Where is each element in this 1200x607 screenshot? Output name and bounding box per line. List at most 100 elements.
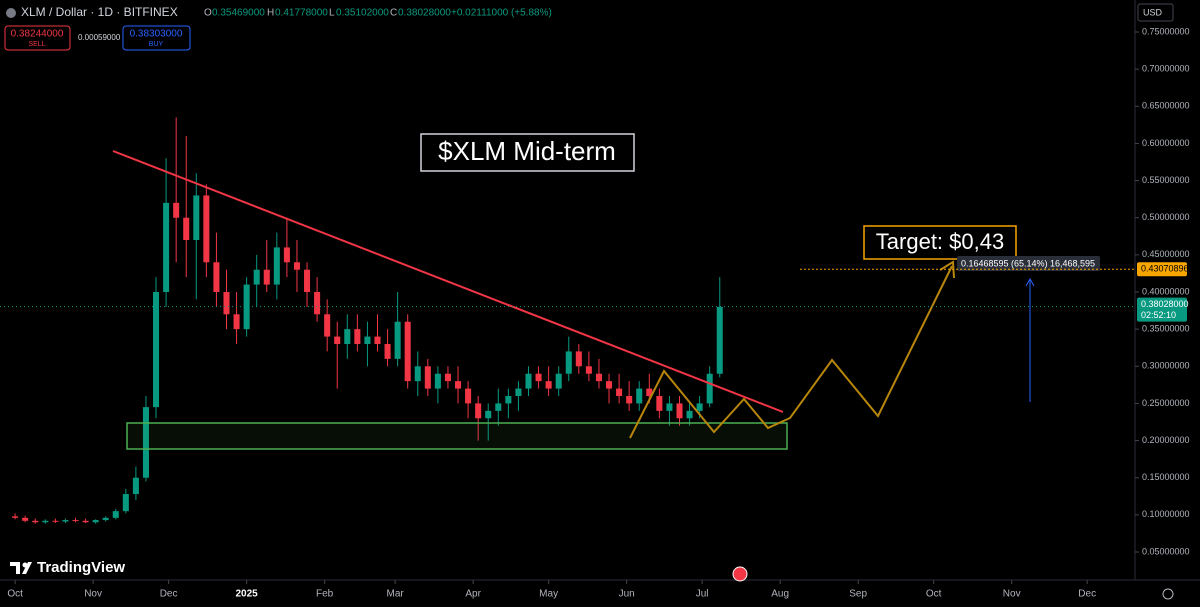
candles bbox=[12, 117, 723, 524]
candle-body bbox=[434, 373, 441, 389]
y-tick-label: 0.70000000 bbox=[1142, 64, 1190, 74]
candle-body bbox=[173, 202, 180, 218]
x-tick-label: 2025 bbox=[236, 589, 259, 600]
candle-body bbox=[585, 366, 592, 374]
candle-body bbox=[22, 517, 29, 521]
h-value: 0.41778000 bbox=[275, 8, 328, 19]
candle-body bbox=[394, 321, 401, 359]
candle-body bbox=[364, 336, 371, 344]
candle-body bbox=[505, 396, 512, 404]
candle-body bbox=[142, 407, 149, 478]
countdown: 02:52:10 bbox=[1141, 310, 1176, 320]
candle-body bbox=[32, 520, 39, 523]
y-tick-label: 0.45000000 bbox=[1142, 249, 1190, 259]
trendline bbox=[112, 150, 784, 413]
sell-button[interactable] bbox=[4, 25, 71, 51]
candle-body bbox=[304, 269, 311, 292]
projection-arrowhead bbox=[939, 260, 955, 279]
candle-body bbox=[354, 329, 361, 344]
candle-body bbox=[424, 366, 431, 389]
candle-body bbox=[545, 381, 552, 389]
candle-body bbox=[646, 388, 653, 396]
y-tick-label: 0.20000000 bbox=[1142, 435, 1190, 445]
y-tick-label: 0.10000000 bbox=[1142, 509, 1190, 519]
candle-body bbox=[52, 520, 59, 522]
candle-body bbox=[163, 202, 170, 292]
candle-body bbox=[525, 373, 532, 389]
currency: USD bbox=[1143, 7, 1163, 17]
x-tick-label: Mar bbox=[386, 589, 404, 600]
o-value: 0.35469000 bbox=[212, 8, 265, 19]
candle-body bbox=[666, 403, 673, 411]
candle-body bbox=[465, 388, 472, 404]
h-label: H bbox=[267, 8, 274, 19]
measure-label: 0.16468595 (65.14%) 16,468,595 bbox=[961, 258, 1095, 268]
settings-icon[interactable] bbox=[1162, 588, 1174, 600]
support-box bbox=[126, 422, 788, 450]
y-tick-label: 0.55000000 bbox=[1142, 175, 1190, 185]
c-label: C bbox=[390, 8, 397, 19]
projection-path bbox=[629, 265, 953, 439]
candle-body bbox=[82, 520, 89, 523]
candle-body bbox=[565, 351, 572, 374]
candle-body bbox=[696, 403, 703, 411]
y-tick-label: 0.75000000 bbox=[1142, 26, 1190, 36]
buy-price: 0.38303000 bbox=[130, 29, 183, 40]
candle-body bbox=[233, 314, 240, 330]
candle-body bbox=[414, 366, 421, 382]
logo-dot bbox=[22, 562, 28, 568]
candle-body bbox=[595, 373, 602, 382]
y-tick-label: 0.65000000 bbox=[1142, 101, 1190, 111]
candle-body bbox=[132, 477, 139, 495]
c-value: 0.38028000 bbox=[398, 8, 451, 19]
title-box bbox=[420, 133, 635, 172]
candle-body bbox=[636, 388, 643, 404]
buy-button[interactable] bbox=[122, 25, 191, 51]
candle-body bbox=[485, 410, 492, 419]
candle-body bbox=[374, 336, 381, 344]
candle-body bbox=[223, 292, 230, 315]
candle-body bbox=[706, 373, 713, 404]
target-label: Target: $0,43 bbox=[876, 229, 1004, 254]
candle-body bbox=[213, 262, 220, 292]
y-tick-label: 0.40000000 bbox=[1142, 286, 1190, 296]
candle-body bbox=[606, 381, 613, 389]
candle-body bbox=[324, 314, 331, 337]
sell-label: SELL bbox=[28, 41, 45, 48]
candle-body bbox=[153, 292, 160, 408]
x-tick-label: Nov bbox=[84, 589, 102, 600]
candle-body bbox=[455, 381, 462, 389]
candle-body bbox=[384, 344, 391, 359]
measure-arrowhead bbox=[1025, 277, 1035, 287]
currency-button[interactable] bbox=[1137, 3, 1174, 22]
x-tick-label: Sep bbox=[849, 589, 867, 600]
events-icon[interactable] bbox=[732, 566, 748, 582]
x-tick-label: Dec bbox=[160, 589, 178, 600]
spread: 0.00059000 bbox=[78, 33, 121, 42]
l-label: L bbox=[329, 8, 335, 19]
y-tick-label: 0.05000000 bbox=[1142, 546, 1190, 556]
target-level-label: 0.43070896 bbox=[1141, 264, 1189, 274]
candle-body bbox=[535, 373, 542, 382]
candle-body bbox=[616, 388, 623, 396]
symbol-icon bbox=[6, 8, 16, 18]
candle-body bbox=[575, 351, 582, 367]
candle-body bbox=[92, 520, 99, 523]
candle-body bbox=[72, 520, 79, 522]
candle-body bbox=[404, 321, 411, 382]
candle-body bbox=[263, 269, 270, 285]
l-value: 0.35102000 bbox=[336, 8, 389, 19]
candle-body bbox=[273, 247, 280, 285]
y-tick-label: 0.60000000 bbox=[1142, 138, 1190, 148]
y-tick-label: 0.25000000 bbox=[1142, 398, 1190, 408]
candle-body bbox=[686, 410, 693, 419]
candle-body bbox=[42, 520, 49, 523]
last-price-label: 0.38028000 bbox=[1141, 299, 1189, 309]
buy-label: BUY bbox=[149, 41, 164, 48]
x-tick-label: Jun bbox=[619, 589, 635, 600]
target-tag bbox=[1137, 262, 1187, 277]
candle-body bbox=[193, 195, 200, 240]
candle-body bbox=[112, 511, 119, 518]
